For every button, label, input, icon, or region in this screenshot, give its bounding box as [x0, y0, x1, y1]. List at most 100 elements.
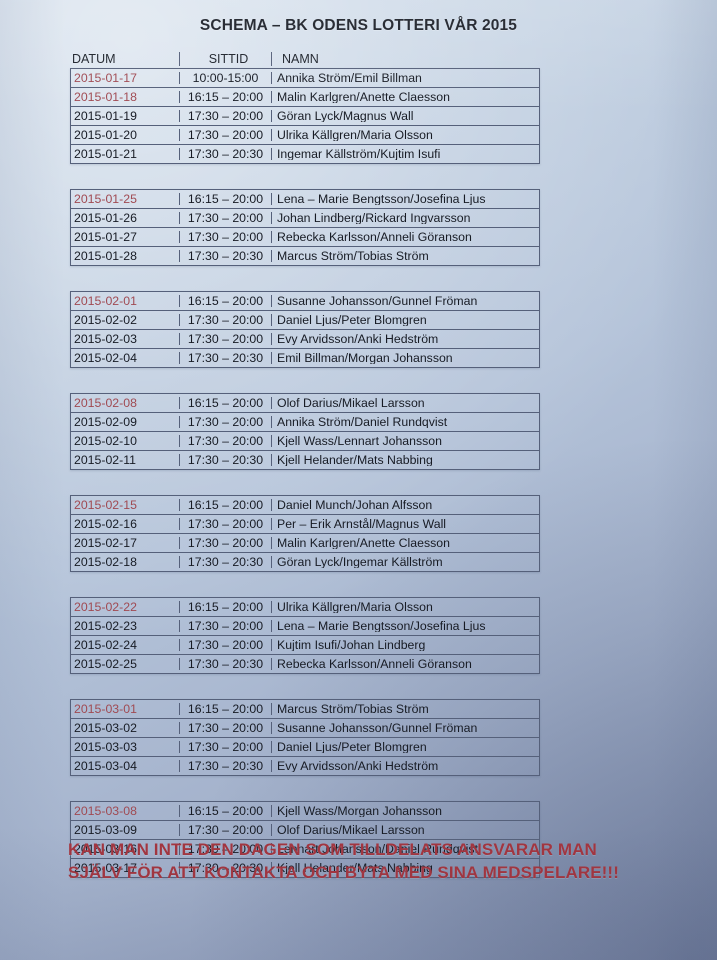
table-row: 2015-03-03 17:30 – 20:00 Daniel Ljus/Peter…	[71, 738, 539, 757]
cell-time: 17:30 – 20:30	[180, 147, 272, 161]
table-header-row: DATUM SITTID NAMN	[70, 46, 540, 68]
cell-name: Kjell Wass/Lennart Johansson	[277, 434, 442, 448]
cell-date: 2015-02-15	[71, 498, 180, 512]
cell-name: Marcus Ström/Tobias Ström	[277, 702, 429, 716]
schedule-block: 2015-02-22 16:15 – 20:00 Ulrika Källgren/M…	[70, 597, 540, 674]
cell-time: 17:30 – 20:00	[180, 313, 272, 327]
cell-name: Per – Erik Arnstål/Magnus Wall	[277, 517, 447, 531]
cell-time: 17:30 – 20:00	[180, 536, 272, 550]
cell-name: Kjell Helander/Mats Nabbing	[277, 453, 433, 467]
cell-name: Kujtim Isufi/Johan Lindberg	[277, 638, 426, 652]
cell-name: Lena – Marie Bengtsson/Josefina Ljus	[277, 619, 486, 633]
cell-time: 17:30 – 20:30	[180, 657, 272, 671]
schedule-table: DATUM SITTID NAMN 2015-01-17 10:00-15:00 A…	[70, 46, 540, 878]
table-row: 2015-02-11 17:30 – 20:30 Kjell Helander/Ma…	[71, 451, 539, 470]
table-row: 2015-02-04 17:30 – 20:30 Emil Billman/Morg…	[71, 349, 539, 368]
table-row: 2015-02-17 17:30 – 20:00 Malin Karlgren/An…	[71, 534, 539, 553]
table-row: 2015-01-25 16:15 – 20:00 Lena – Marie Beng…	[71, 190, 539, 209]
column-header-time: SITTID	[180, 52, 272, 66]
cell-name: Daniel Munch/Johan Alfsson	[277, 498, 433, 512]
cell-time: 17:30 – 20:30	[180, 759, 272, 773]
cell-time: 17:30 – 20:30	[180, 453, 272, 467]
table-row: 2015-02-18 17:30 – 20:30 Göran Lyck/Ingema…	[71, 553, 539, 572]
schedule-block: 2015-02-08 16:15 – 20:00 Olof Darius/Mikae…	[70, 393, 540, 470]
cell-name: Ulrika Källgren/Maria Olsson	[277, 600, 433, 614]
cell-name: Daniel Ljus/Peter Blomgren	[277, 740, 427, 754]
cell-time: 16:15 – 20:00	[180, 804, 272, 818]
table-row: 2015-02-10 17:30 – 20:00 Kjell Wass/Lennar…	[71, 432, 539, 451]
cell-date: 2015-01-18	[71, 90, 180, 104]
page-title: SCHEMA – BK ODENS LOTTERI VÅR 2015	[199, 17, 518, 34]
table-row: 2015-03-17 17:30 – 20:30 Kjell Helander/Ma…	[71, 859, 539, 878]
cell-date: 2015-02-17	[71, 536, 180, 550]
table-row: 2015-01-20 17:30 – 20:00 Ulrika Källgren/M…	[71, 126, 539, 145]
cell-time: 17:30 – 20:00	[180, 740, 272, 754]
table-row: 2015-02-03 17:30 – 20:00 Evy Arvidsson/Ank…	[71, 330, 539, 349]
cell-date: 2015-02-22	[71, 600, 180, 614]
table-row: 2015-02-25 17:30 – 20:30 Rebecka Karlsson/…	[71, 655, 539, 674]
footer-note: KAN MAN INTE DEN DAGEN SOM TILLDELATS AN…	[68, 838, 658, 884]
cell-time: 17:30 – 20:00	[180, 638, 272, 652]
table-row: 2015-01-26 17:30 – 20:00 Johan Lindberg/Ri…	[71, 209, 539, 228]
cell-name: Evy Arvidsson/Anki Hedström	[277, 332, 439, 346]
cell-date: 2015-02-08	[71, 396, 180, 410]
schedule-block: 2015-03-01 16:15 – 20:00 Marcus Ström/Tobi…	[70, 699, 540, 776]
cell-name: Susanne Johansson/Gunnel Fröman	[277, 721, 478, 735]
schedule-block: 2015-02-01 16:15 – 20:00 Susanne Johansson…	[70, 291, 540, 368]
cell-name: Ingemar Källström/Kujtim Isufi	[277, 147, 441, 161]
cell-date: 2015-02-02	[71, 313, 180, 327]
cell-time: 16:15 – 20:00	[180, 294, 272, 308]
column-header-name: NAMN	[282, 52, 319, 66]
cell-date: 2015-01-26	[71, 211, 180, 225]
cell-name: Lena – Marie Bengtsson/Josefina Ljus	[277, 192, 486, 206]
cell-time: 17:30 – 20:00	[180, 619, 272, 633]
cell-time: 17:30 – 20:00	[180, 823, 272, 837]
cell-date: 2015-02-04	[71, 351, 180, 365]
cell-name: Göran Lyck/Ingemar Källström	[277, 555, 443, 569]
cell-name: Olof Darius/Mikael Larsson	[277, 823, 425, 837]
table-row: 2015-03-16 17:30 – 20:00 Lennart Johansson…	[71, 840, 539, 859]
cell-time: 10:00-15:00	[180, 71, 272, 85]
cell-name: Kjell Wass/Morgan Johansson	[277, 804, 442, 818]
cell-name: Emil Billman/Morgan Johansson	[277, 351, 453, 365]
cell-date: 2015-01-28	[71, 249, 180, 263]
cell-date: 2015-03-08	[71, 804, 180, 818]
cell-time: 16:15 – 20:00	[180, 396, 272, 410]
cell-name: Susanne Johansson/Gunnel Fröman	[277, 294, 478, 308]
table-row: 2015-03-01 16:15 – 20:00 Marcus Ström/Tobi…	[71, 700, 539, 719]
table-row: 2015-02-02 17:30 – 20:00 Daniel Ljus/Peter…	[71, 311, 539, 330]
table-row: 2015-02-16 17:30 – 20:00 Per – Erik Arnstå…	[71, 515, 539, 534]
table-row: 2015-03-02 17:30 – 20:00 Susanne Johansson…	[71, 719, 539, 738]
cell-date: 2015-02-25	[71, 657, 180, 671]
cell-name: Johan Lindberg/Rickard Ingvarsson	[277, 211, 471, 225]
table-row: 2015-01-18 16:15 – 20:00 Malin Karlgren/An…	[71, 88, 539, 107]
cell-date: 2015-03-09	[71, 823, 180, 837]
cell-date: 2015-01-27	[71, 230, 180, 244]
cell-date: 2015-01-25	[71, 192, 180, 206]
cell-time: 17:30 – 20:00	[180, 721, 272, 735]
cell-name: Lennart Johansson/Daniel Rundqvist	[277, 842, 478, 856]
cell-date: 2015-02-23	[71, 619, 180, 633]
footer-note-line-2: SJÄLV FÖR ATT KONTAKTA OCH BYTA MED SINA…	[68, 863, 619, 882]
cell-date: 2015-03-16	[71, 842, 180, 856]
cell-time: 17:30 – 20:30	[180, 555, 272, 569]
schedule-block: 2015-03-08 16:15 – 20:00 Kjell Wass/Morgan…	[70, 801, 540, 878]
table-row: 2015-02-01 16:15 – 20:00 Susanne Johansson…	[71, 292, 539, 311]
table-row: 2015-02-22 16:15 – 20:00 Ulrika Källgren/M…	[71, 598, 539, 617]
cell-time: 17:30 – 20:30	[180, 861, 272, 875]
cell-name: Annika Ström/Daniel Rundqvist	[277, 415, 448, 429]
table-row: 2015-02-23 17:30 – 20:00 Lena – Marie Beng…	[71, 617, 539, 636]
cell-time: 17:30 – 20:00	[180, 128, 272, 142]
schedule-block: 2015-01-17 10:00-15:00 Annika Ström/Emil B…	[70, 68, 540, 164]
cell-time: 17:30 – 20:00	[180, 517, 272, 531]
cell-name: Olof Darius/Mikael Larsson	[277, 396, 425, 410]
cell-date: 2015-01-21	[71, 147, 180, 161]
table-row: 2015-02-15 16:15 – 20:00 Daniel Munch/Joha…	[71, 496, 539, 515]
cell-time: 17:30 – 20:00	[180, 211, 272, 225]
footer-note-line-1: KAN MAN INTE DEN DAGEN SOM TILLDELATS AN…	[68, 840, 597, 859]
cell-date: 2015-01-17	[71, 71, 180, 85]
table-row: 2015-02-24 17:30 – 20:00 Kujtim Isufi/Joha…	[71, 636, 539, 655]
cell-date: 2015-01-19	[71, 109, 180, 123]
cell-time: 17:30 – 20:00	[180, 842, 272, 856]
schedule-block: 2015-01-25 16:15 – 20:00 Lena – Marie Beng…	[70, 189, 540, 266]
